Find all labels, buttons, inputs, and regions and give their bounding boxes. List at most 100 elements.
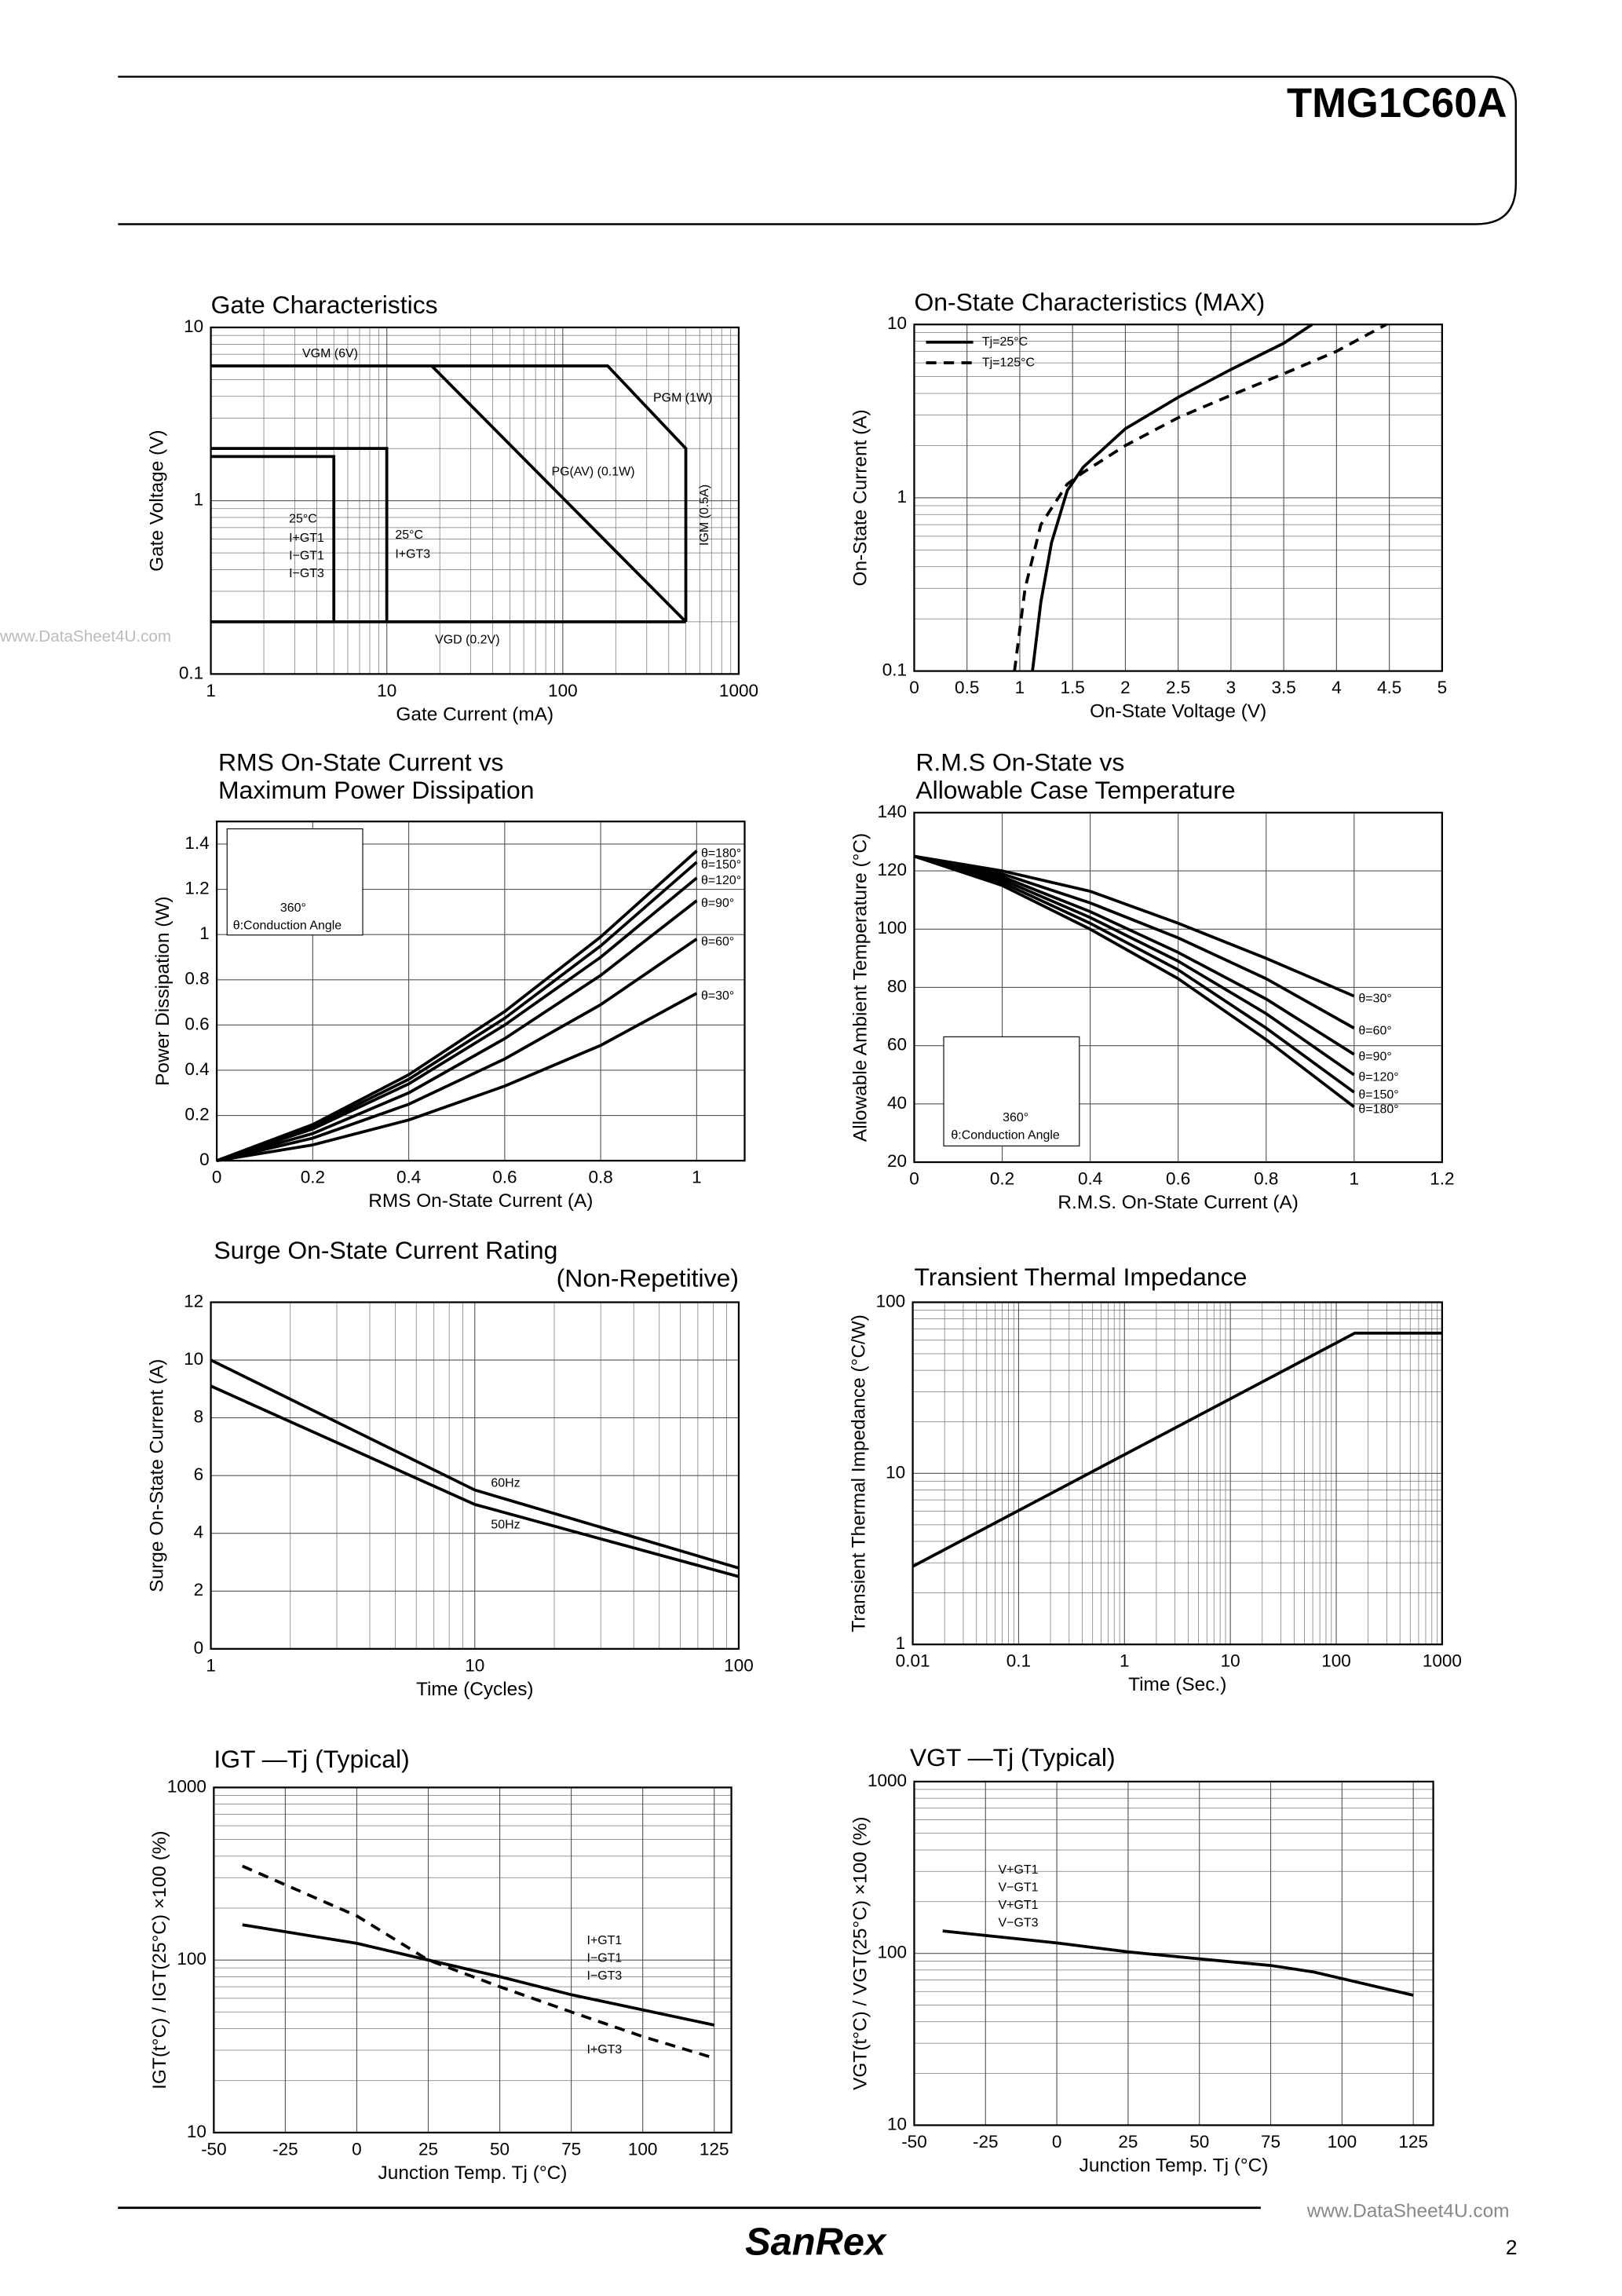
series-line [216,938,698,1162]
x-tick-label: 1.2 [1430,1169,1454,1189]
x-tick-label: 100 [628,2139,658,2159]
annotation: θ:Conduction Angle [233,919,342,933]
annotation: I−GT1 [587,1951,623,1965]
series-line [913,854,1355,1094]
y-tick-label: 100 [878,918,908,938]
series-label: θ=30° [1358,993,1391,1006]
legend-label: Tj=25°C [982,335,1028,349]
x-tick-label: 4 [1332,678,1342,697]
y-tick-label: 1 [897,487,908,506]
x-tick-label: 0 [909,678,919,697]
series-line [913,854,1355,1077]
annotation: V+GT1 [999,1899,1039,1912]
y-tick-label: 1000 [868,1771,907,1790]
series-line [242,1864,715,2060]
footer-site: www.DataSheet4U.com [1306,2201,1510,2222]
y-axis-label: Allowable Ambient Temperature (°C) [849,833,871,1142]
annotation: I+GT1 [587,1934,623,1947]
y-tick-label: 80 [887,976,907,996]
plot-frame [911,1301,1443,1646]
x-tick-label: 1 [206,681,216,700]
series-label: θ=150° [1358,1088,1398,1102]
series-label: θ=90° [1358,1051,1391,1064]
inset-box [226,828,363,936]
annotation: V+GT1 [999,1863,1039,1877]
chart-title: IGT —Tj (Typical) [214,1745,409,1773]
y-tick-label: 0.2 [184,1105,209,1124]
y-tick-label: 120 [878,860,908,879]
x-tick-label: 2 [1120,678,1131,697]
chart-title: Maximum Power Dissipation [218,776,535,804]
y-tick-label: 0 [199,1150,210,1169]
x-tick-label: 0.6 [492,1168,517,1187]
annotation: 360° [280,901,306,915]
annotation: 25°C [395,528,423,542]
y-tick-label: 0 [194,1638,204,1658]
y-tick-label: 1 [199,923,210,943]
x-tick-label: 3.5 [1271,678,1295,697]
y-tick-label: 10 [887,2114,907,2133]
chart-title: VGT —Tj (Typical) [910,1743,1116,1771]
x-tick-label: 1.5 [1061,678,1085,697]
x-tick-label: 1 [206,1655,216,1675]
x-tick-label: 1 [692,1168,702,1187]
chart-title: Surge On-State Current Rating [214,1236,557,1264]
x-tick-label: 0 [212,1168,222,1187]
x-tick-label: 25 [418,2139,438,2159]
series-line [914,854,1355,1056]
x-tick-label: 0.01 [896,1651,930,1671]
series-label: θ=150° [701,858,741,872]
chart-title: Transient Thermal Impedance [914,1263,1247,1291]
x-tick-label: -50 [201,2139,227,2159]
x-tick-label: 100 [1321,1651,1351,1671]
y-tick-label: 0.8 [184,969,209,989]
x-tick-label: 10 [1221,1651,1240,1671]
x-tick-label: 2.5 [1166,678,1190,697]
annotation: I+GT3 [587,2043,623,2057]
x-tick-label: 0.8 [588,1168,612,1187]
y-tick-label: 10 [887,313,907,333]
y-tick-label: 100 [876,1291,906,1311]
series-line [210,447,389,622]
y-axis-label: Gate Voltage (V) [146,430,167,571]
plot-frame [913,1780,1434,2126]
series-line [210,1358,740,1570]
series-label: θ=120° [1358,1071,1398,1084]
series-line [942,1929,1414,1997]
header-frame [118,75,1517,225]
y-tick-label: 10 [886,1462,905,1482]
x-tick-label: 4.5 [1377,678,1401,697]
series-label: θ=180° [701,847,741,861]
x-tick-label: 0.4 [396,1168,421,1187]
annotation: VGD (0.2V) [435,633,499,646]
y-tick-label: 40 [887,1093,907,1113]
x-tick-label: 5 [1438,678,1448,697]
annotation: I+GT3 [395,547,430,561]
y-tick-label: 10 [187,2122,206,2141]
series-label: 50Hz [491,1518,520,1531]
y-tick-label: 0.1 [882,660,907,680]
x-tick-label: 10 [377,681,396,700]
series-line [913,854,1355,1109]
x-axis-label: RMS On-State Current (A) [368,1190,593,1212]
series-line [210,364,688,622]
y-tick-label: 1 [896,1633,906,1653]
y-tick-label: 10 [184,316,203,336]
y-axis-label: IGT(t°C) / IGT(25°C) ×100 (%) [149,1830,170,2089]
plot-frame [210,326,740,675]
series-line [216,992,698,1163]
x-tick-label: 0.4 [1078,1169,1102,1189]
x-axis-label: R.M.S. On-State Current (A) [1058,1192,1299,1213]
y-tick-label: 10 [184,1349,203,1369]
series-line [430,364,687,623]
series-label: θ=60° [1358,1024,1391,1037]
series-label: θ=120° [701,874,741,887]
x-tick-label: 0.5 [955,678,979,697]
y-tick-label: 1.4 [184,833,209,853]
annotation: V−GT1 [999,1881,1039,1894]
plot-frame [215,821,746,1162]
x-tick-label: 100 [1328,2132,1357,2152]
y-axis-label: Surge On-State Current (A) [146,1359,167,1592]
annotation: I−GT3 [289,567,324,580]
